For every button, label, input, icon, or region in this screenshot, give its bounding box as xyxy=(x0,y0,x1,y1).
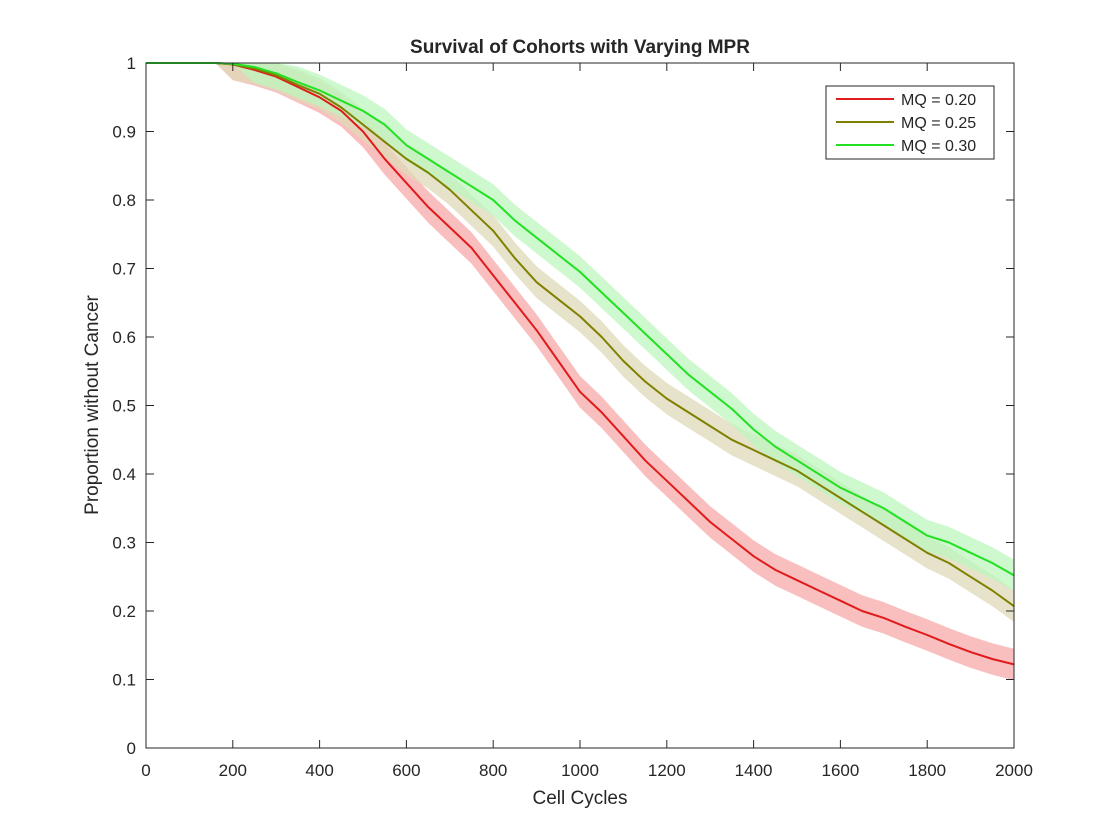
y-axis: 0 0.1 0.2 0.3 0.4 0.5 0.6 0.7 0.8 0.9 1 xyxy=(112,54,1014,758)
x-axis: 0 200 400 600 800 1000 1200 1400 1600 1800 2000 xyxy=(141,63,1033,780)
y-tick-label: 0.1 xyxy=(112,671,136,690)
x-tick-label: 2000 xyxy=(995,761,1033,780)
x-tick-label: 400 xyxy=(305,761,333,780)
legend: MQ = 0.20 MQ = 0.25 MQ = 0.30 xyxy=(825,85,995,160)
y-tick-label: 0.7 xyxy=(112,260,136,279)
legend-label-0: MQ = 0.20 xyxy=(901,92,976,109)
x-tick-label: 1600 xyxy=(821,761,859,780)
x-tick-label: 1400 xyxy=(735,761,773,780)
y-tick-label: 0 xyxy=(127,739,136,758)
legend-label-2: MQ = 0.30 xyxy=(901,138,976,155)
y-tick-label: 0.5 xyxy=(112,397,136,416)
x-tick-label: 1000 xyxy=(561,761,599,780)
chart-title: Survival of Cohorts with Varying MPR xyxy=(410,37,750,58)
confidence-bands xyxy=(146,63,1014,681)
x-tick-label: 1200 xyxy=(648,761,686,780)
y-tick-label: 0.9 xyxy=(112,123,136,142)
x-tick-label: 600 xyxy=(392,761,420,780)
x-axis-label: Cell Cycles xyxy=(532,788,627,809)
confidence-band-2 xyxy=(146,63,1014,592)
x-tick-label: 800 xyxy=(479,761,507,780)
y-tick-label: 0.3 xyxy=(112,534,136,553)
series-lines xyxy=(146,62,1015,666)
x-tick-label: 0 xyxy=(141,761,150,780)
y-axis-label: Proportion without Cancer xyxy=(82,294,103,514)
x-tick-label: 200 xyxy=(219,761,247,780)
series-line-0 xyxy=(146,62,1015,666)
legend-label-1: MQ = 0.25 xyxy=(901,115,976,132)
y-tick-label: 0.8 xyxy=(112,191,136,210)
y-tick-label: 0.4 xyxy=(112,465,136,484)
x-tick-label: 1800 xyxy=(908,761,946,780)
y-tick-label: 0.2 xyxy=(112,602,136,621)
confidence-band-1 xyxy=(146,63,1014,622)
y-tick-label: 1 xyxy=(127,54,136,73)
y-tick-label: 0.6 xyxy=(112,328,136,347)
series-line-2 xyxy=(146,62,1015,577)
series-line-1 xyxy=(146,62,1015,608)
